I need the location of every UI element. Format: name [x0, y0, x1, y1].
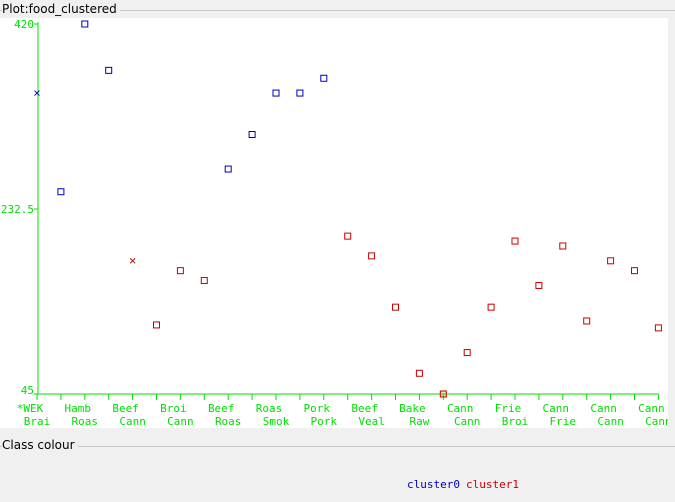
x-category-label-row2: Cann [597, 415, 624, 428]
data-point-cluster1[interactable] [439, 390, 447, 398]
x-category-labels: *WEK Hamb Beef Broi Beef Roas Pork Beef Bake Cann… [17, 402, 668, 428]
data-point-cluster0[interactable] [320, 74, 328, 82]
x-category-label: Broi [160, 402, 187, 415]
x-category-label: Cann [543, 402, 570, 415]
data-point-cluster0[interactable] [57, 188, 65, 196]
plot-title: Plot:food_clustered [2, 2, 120, 16]
data-point-cluster1[interactable] [511, 237, 519, 245]
data-point-cluster0[interactable] [224, 165, 232, 173]
x-category-label: Cann [590, 402, 617, 415]
legend-cluster1[interactable]: cluster1 [465, 478, 519, 491]
x-category-label-row2: Cann [645, 415, 668, 428]
y-tick-label: 232.5 [1, 203, 34, 216]
data-point-cluster1[interactable] [631, 267, 638, 275]
data-point-cluster1[interactable] [415, 369, 423, 377]
x-category-label: Cann [447, 402, 474, 415]
x-category-label: *WEK [17, 402, 44, 415]
data-point-cluster1[interactable] [200, 277, 208, 285]
data-point-cluster1[interactable] [368, 252, 376, 260]
x-category-label: Bake [399, 402, 426, 415]
data-point-cluster0[interactable] [105, 66, 113, 74]
data-point-cluster1[interactable] [153, 321, 160, 329]
data-point-cluster1[interactable] [654, 324, 662, 332]
class-colour-title: Class colour [2, 438, 78, 452]
cluster-legend: cluster0 cluster1 [407, 478, 525, 491]
x-category-label-row2: Veal [358, 415, 385, 428]
data-point-cluster0[interactable] [248, 131, 256, 139]
data-point-cluster1[interactable] [129, 257, 136, 264]
x-category-label-row2: Frie [550, 415, 577, 428]
data-point-cluster0[interactable] [296, 89, 304, 97]
chart-axes [34, 22, 659, 400]
data-point-cluster1[interactable] [392, 303, 399, 311]
x-category-label-row2: Broi [502, 415, 529, 428]
data-point-cluster1[interactable] [344, 232, 352, 240]
data-point-cluster1[interactable] [487, 303, 495, 311]
data-point-cluster0[interactable] [81, 20, 89, 28]
x-category-label-row2: Raw [409, 415, 429, 428]
data-point-cluster0[interactable] [34, 90, 40, 96]
x-category-label-row2: Cann [119, 415, 146, 428]
data-point-cluster1[interactable] [463, 349, 471, 357]
x-category-label-row2: Pork [311, 415, 338, 428]
class-colour-divider [0, 446, 675, 447]
y-tick-label: 420 [14, 18, 34, 31]
x-category-label-row2: Brai [24, 415, 51, 428]
x-category-label-row2: Cann [167, 415, 194, 428]
data-point-cluster1[interactable] [607, 257, 615, 265]
x-category-label: Hamb [65, 402, 92, 415]
data-point-cluster0[interactable] [272, 89, 280, 97]
x-category-label: Beef [208, 402, 235, 415]
data-point-cluster1[interactable] [583, 317, 591, 325]
data-point-cluster1[interactable] [559, 242, 567, 250]
x-category-label: Frie [495, 402, 522, 415]
legend-cluster0[interactable]: cluster0 [407, 478, 460, 491]
data-point-cluster1[interactable] [535, 281, 543, 289]
x-category-label-row2: Roas [215, 415, 242, 428]
plot-title-divider [0, 10, 675, 11]
x-category-label: Roas [256, 402, 283, 415]
x-category-label: Pork [304, 402, 331, 415]
data-points [34, 20, 662, 398]
x-category-label-row2: Cann [454, 415, 481, 428]
y-tick-labels: 420 232.5 45 [1, 18, 34, 397]
x-category-label-row2: Roas [72, 415, 99, 428]
x-category-label: Beef [112, 402, 139, 415]
x-category-label: Cann [638, 402, 665, 415]
x-category-label-row2: Smok [263, 415, 290, 428]
data-point-cluster1[interactable] [176, 267, 184, 275]
y-tick-label: 45 [21, 384, 34, 397]
scatter-plot-panel[interactable]: 420 232.5 45 *WEK Hamb Beef Broi Beef Roas Pork B… [0, 18, 668, 428]
x-category-label: Beef [351, 402, 378, 415]
